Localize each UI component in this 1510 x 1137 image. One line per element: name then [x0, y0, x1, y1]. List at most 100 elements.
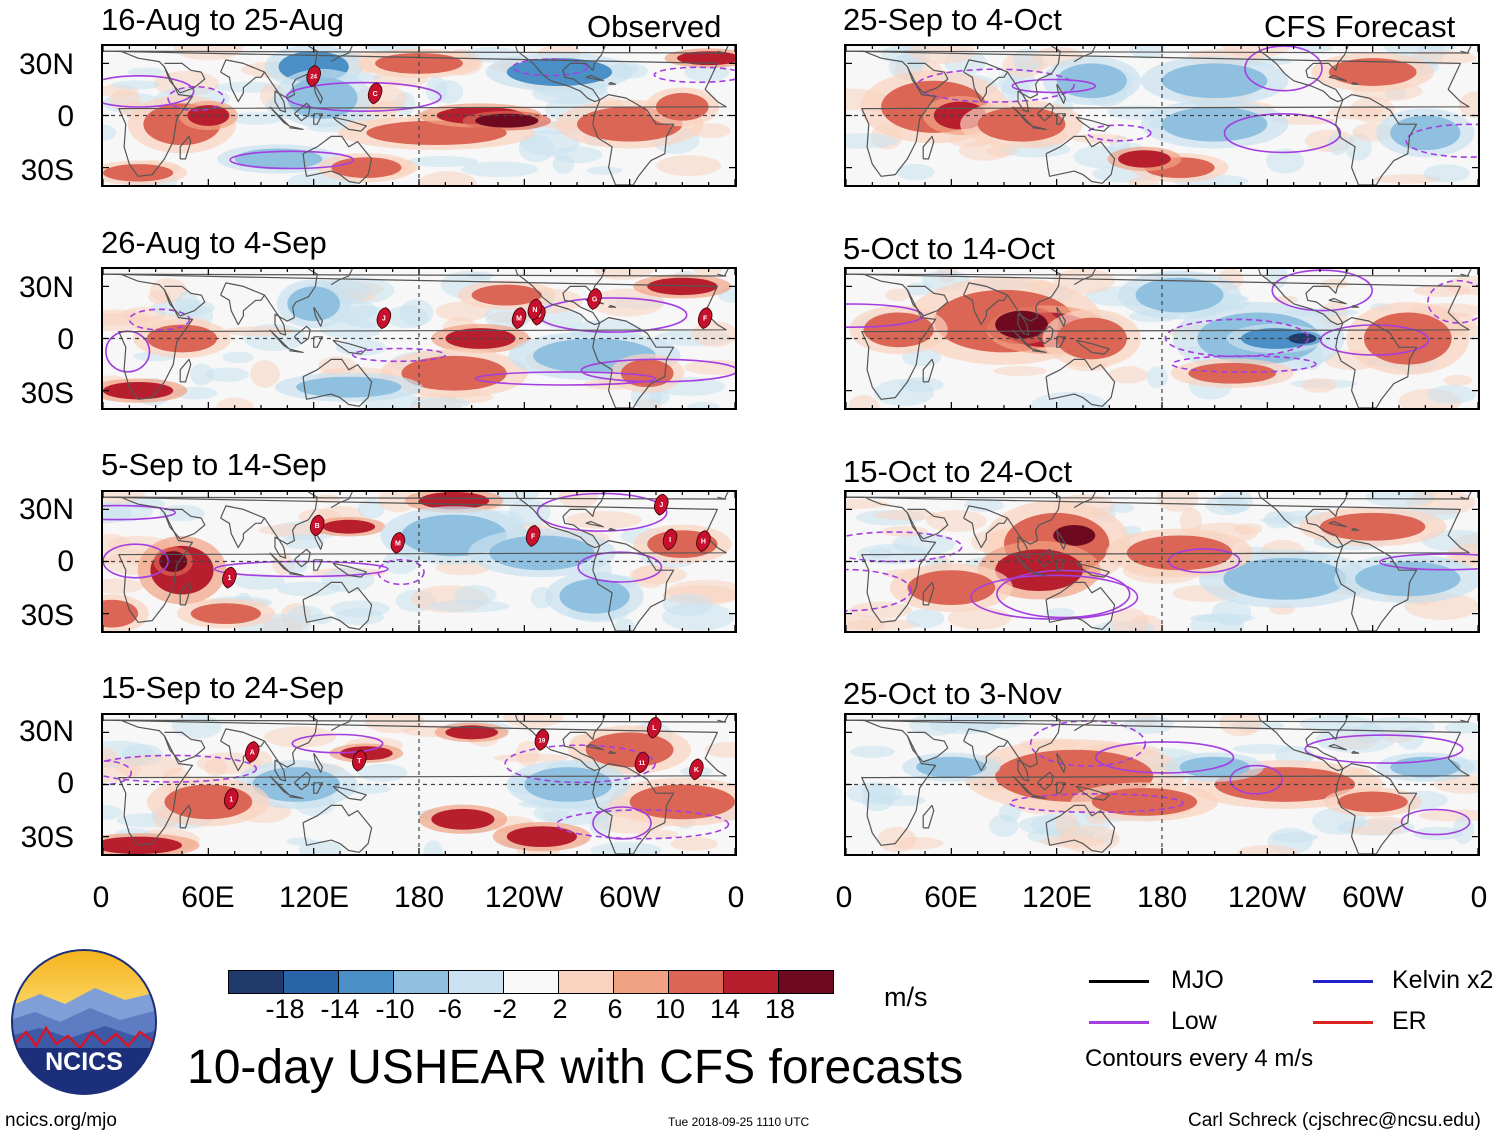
- colorbar-swatch: [283, 970, 339, 994]
- anomaly-blob: [637, 829, 679, 839]
- colorbar-label: -6: [437, 994, 462, 1024]
- storm-label: K: [694, 767, 699, 774]
- map-panel-observed-2: JMONGF: [101, 267, 737, 410]
- hurricane-icon: [527, 298, 543, 321]
- coastline: [1075, 116, 1110, 132]
- contour-line: [1400, 808, 1471, 836]
- anomaly-blob: [1327, 132, 1348, 156]
- storm-marker: G: [587, 288, 602, 310]
- coastline: [1073, 269, 1096, 286]
- anomaly-blob: [146, 324, 218, 353]
- anomaly-blob: [1427, 384, 1477, 404]
- coastline: [1351, 527, 1360, 531]
- contour-line: [970, 574, 1139, 620]
- colorbar-swatch: [448, 970, 504, 994]
- anomaly-blob: [431, 808, 495, 830]
- y-label-30s: 30S: [20, 821, 74, 854]
- hurricane-icon: [696, 530, 711, 553]
- storm-label: M: [395, 540, 401, 547]
- contour-line: [580, 358, 735, 383]
- coastline: [313, 336, 323, 348]
- coastline: [585, 520, 604, 528]
- footer-url[interactable]: ncics.org/mjo: [5, 1110, 117, 1131]
- coastline: [264, 715, 318, 782]
- anomaly-blob: [926, 510, 987, 532]
- footer-author: Carl Schreck (cjschrec@ncsu.edu): [1188, 1110, 1481, 1131]
- anomaly-blob: [250, 360, 280, 388]
- storm-label: A: [250, 749, 255, 756]
- anomaly-blob: [103, 381, 174, 400]
- anomaly-blob: [103, 805, 123, 820]
- coastline: [846, 273, 1470, 400]
- coastline: [1258, 269, 1349, 326]
- anomaly-blob: [1219, 715, 1263, 737]
- storm-label: F: [531, 533, 536, 540]
- hurricane-icon: [587, 288, 602, 310]
- anomaly-blob: [692, 269, 723, 277]
- coastline: [103, 50, 727, 177]
- anomaly-blob: [1001, 76, 1030, 104]
- coastline: [1075, 785, 1110, 801]
- coastline: [1258, 715, 1349, 772]
- coastline: [179, 804, 192, 829]
- coastline: [1328, 520, 1347, 528]
- coastline: [1056, 752, 1066, 773]
- coastline: [717, 715, 729, 723]
- colorbar-label: 6: [607, 994, 623, 1024]
- low-contours: [103, 58, 735, 170]
- anomaly-blob: [1109, 503, 1135, 513]
- anomaly-blob: [407, 156, 478, 167]
- storm-label: 1: [227, 575, 231, 582]
- panel-title-observed-4: 15-Sep to 24-Sep: [101, 670, 345, 705]
- coastline: [1007, 492, 1061, 559]
- anomaly-blob: [1302, 378, 1337, 393]
- y-label-30n: 30N: [18, 493, 74, 526]
- anomaly-blob: [594, 269, 654, 280]
- anomaly-blob: [848, 394, 880, 408]
- colorbar-swatch: [338, 970, 394, 994]
- contour-line: [103, 754, 258, 783]
- anomaly-blob: [1162, 63, 1268, 99]
- coastline: [264, 269, 318, 336]
- storm-label: I: [669, 537, 671, 544]
- x-label-60e: 60E: [924, 881, 978, 914]
- coastline: [332, 785, 367, 801]
- anomaly-blob: [1123, 715, 1174, 734]
- legend-er-label: ER: [1392, 1007, 1427, 1035]
- anomaly-blob: [234, 148, 323, 170]
- anomaly-blob: [565, 511, 642, 529]
- coastline: [1012, 775, 1033, 796]
- anomaly-blob: [590, 288, 665, 317]
- anomaly-blob: [916, 756, 987, 778]
- panel-title-forecast-3: 15-Oct to 24-Oct: [843, 454, 1073, 489]
- legend-mjo-line: [1089, 980, 1149, 983]
- hurricane-icon: [662, 528, 678, 551]
- anomaly-blob: [1156, 492, 1199, 512]
- anomaly-blob: [1348, 825, 1403, 836]
- coastline: [293, 548, 311, 568]
- colorbar-swatch: [393, 970, 449, 994]
- anomaly-blob: [115, 754, 183, 779]
- contour-line: [229, 150, 355, 170]
- coastline: [313, 559, 323, 571]
- coastline: [1031, 125, 1047, 130]
- coastlines: [846, 46, 1472, 185]
- coastline: [846, 496, 1470, 623]
- anomaly-blob: [386, 305, 429, 329]
- anomaly-blob: [873, 379, 935, 407]
- colorbar-label: 18: [764, 994, 796, 1024]
- coastline: [922, 804, 935, 829]
- anomaly-blob: [881, 525, 928, 537]
- coastline: [1328, 297, 1347, 305]
- coastline: [179, 358, 192, 383]
- contour-line: [1223, 113, 1342, 154]
- anomaly-blob: [216, 397, 254, 408]
- hurricane-icon: [534, 728, 550, 751]
- coastline: [1056, 782, 1066, 794]
- hurricane-icon: [634, 751, 650, 774]
- map-panel-forecast-3: [844, 490, 1480, 633]
- coastline: [103, 496, 727, 500]
- contour-line: [1168, 548, 1241, 574]
- anomaly-blob: [321, 567, 375, 593]
- anomaly-blob: [475, 113, 539, 128]
